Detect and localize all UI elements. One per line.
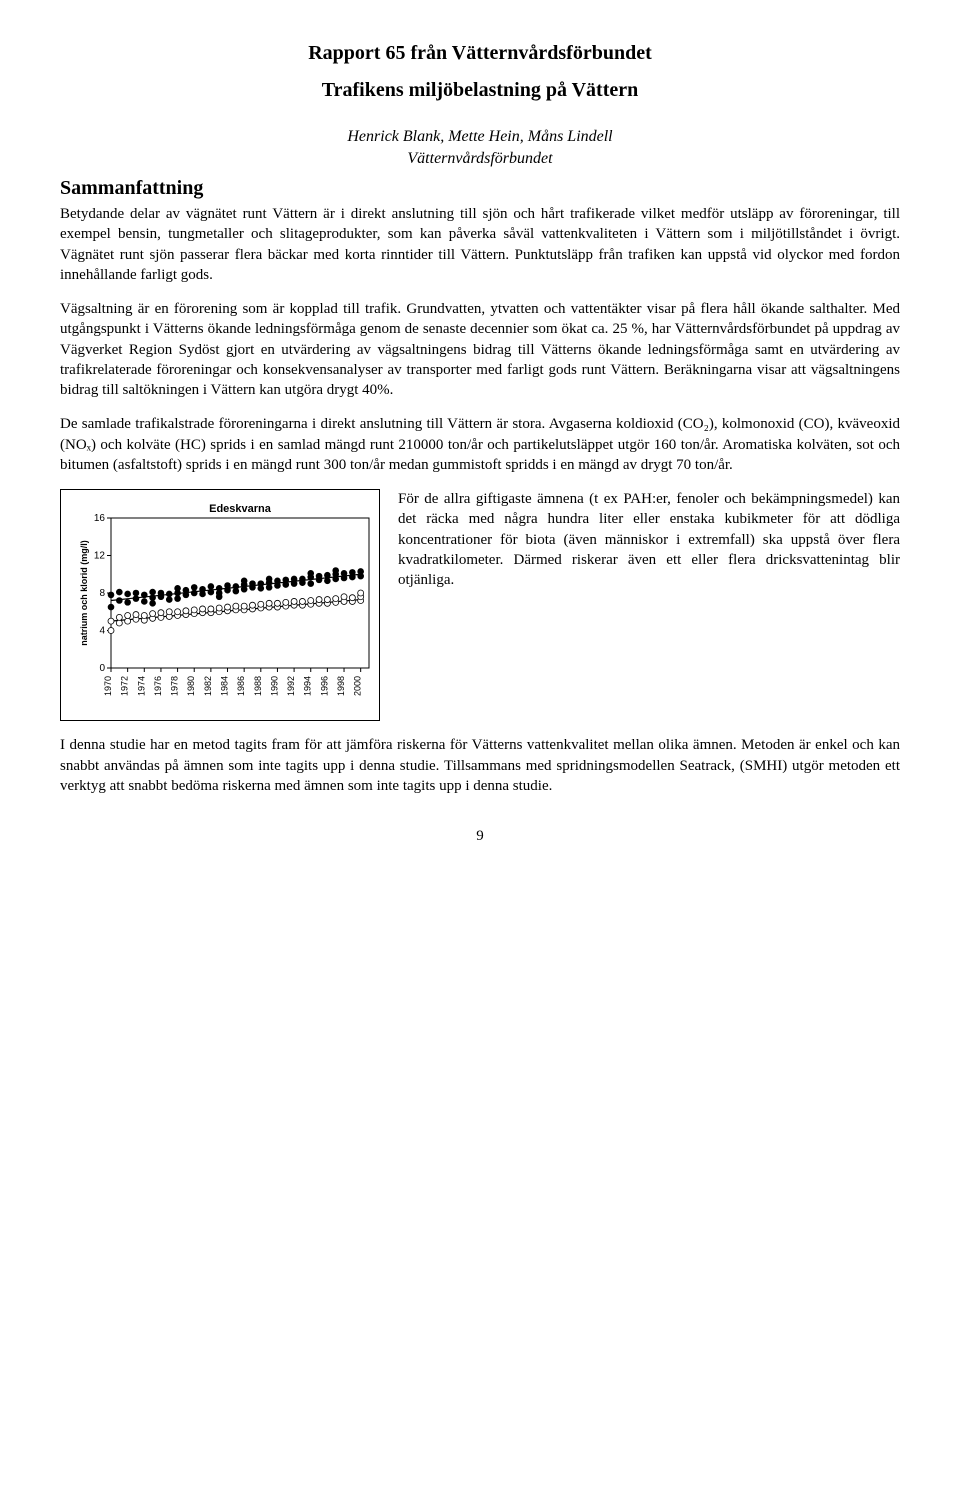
side-paragraph: För de allra giftigaste ämnena (t ex PAH… [398,489,900,590]
svg-text:Edeskvarna: Edeskvarna [209,503,272,515]
paragraph-1: Betydande delar av vägnätet runt Vättern… [60,204,900,285]
svg-text:1994: 1994 [303,676,313,696]
paragraph-4: I denna studie har en metod tagits fram … [60,735,900,796]
svg-text:4: 4 [99,626,105,637]
svg-text:1998: 1998 [336,676,346,696]
affiliation: Vätternvårdsförbundet [60,148,900,170]
series-title: Rapport 65 från Vätternvårdsförbundet [60,40,900,67]
svg-text:2000: 2000 [353,676,363,696]
svg-text:1972: 1972 [120,676,130,696]
svg-text:1990: 1990 [269,676,279,696]
chart-svg: Edeskvarna 0 4 8 12 16 1970 1972 1974 1976 1978 198… [75,500,375,710]
svg-text:1982: 1982 [203,676,213,696]
page-number: 9 [60,826,900,846]
svg-text:1970: 1970 [103,676,113,696]
svg-text:1988: 1988 [253,676,263,696]
paragraph-3: De samlade trafikalstrade föroreningarna… [60,414,900,475]
svg-text:1974: 1974 [136,676,146,696]
svg-text:16: 16 [94,513,106,524]
svg-text:0: 0 [99,663,105,674]
side-paragraph-container: För de allra giftigaste ämnena (t ex PAH… [398,489,900,590]
main-title: Trafikens miljöbelastning på Vättern [60,77,900,104]
svg-text:1986: 1986 [236,676,246,696]
chart-edeskvarna: Edeskvarna 0 4 8 12 16 1970 1972 1974 1976 1978 198… [60,489,380,721]
svg-text:1984: 1984 [220,676,230,696]
svg-text:1976: 1976 [153,676,163,696]
chart-and-sidetext-row: Edeskvarna 0 4 8 12 16 1970 1972 1974 1976 1978 198… [60,489,900,721]
svg-text:12: 12 [94,551,106,562]
svg-text:1992: 1992 [286,676,296,696]
section-heading-summary: Sammanfattning [60,175,900,202]
svg-text:natrium och klorid (mg/l): natrium och klorid (mg/l) [79,540,89,646]
chart-container: Edeskvarna 0 4 8 12 16 1970 1972 1974 1976 1978 198… [60,489,380,721]
svg-text:1980: 1980 [186,676,196,696]
svg-text:8: 8 [99,588,105,599]
paragraph-2: Vägsaltning är en förorening som är kopp… [60,299,900,400]
svg-text:1996: 1996 [319,676,329,696]
authors: Henrick Blank, Mette Hein, Måns Lindell [60,126,900,148]
svg-text:1978: 1978 [170,676,180,696]
